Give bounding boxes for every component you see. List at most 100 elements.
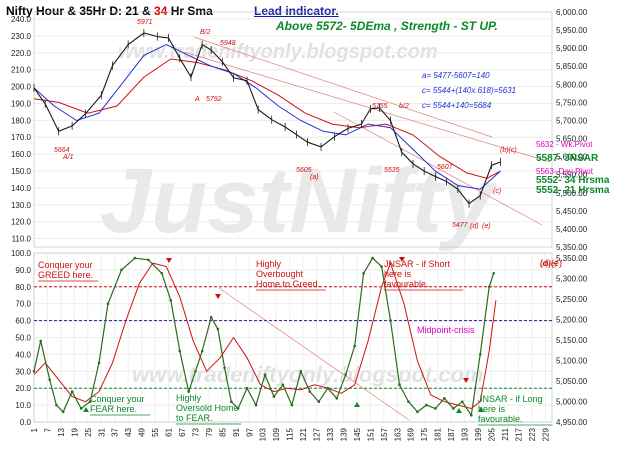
stoch-k-point [326, 386, 330, 390]
price-left-tick: 140.0 [11, 184, 32, 193]
price-left-tick: 190.0 [11, 99, 32, 108]
osc-left-tick: 0.0 [20, 418, 32, 427]
x-tick-label: 229 [541, 427, 550, 441]
stoch-k-point [187, 390, 191, 393]
price-right-tick: 5,900.00 [556, 44, 588, 53]
stoch-k-point [281, 383, 285, 387]
level-label: 5563- Day Pivot [536, 167, 594, 176]
reference-lines [34, 36, 552, 421]
osc-left-tick: 10.0 [15, 401, 31, 410]
stoch-k-point [362, 271, 365, 275]
x-tick-label: 139 [339, 427, 348, 441]
stoch-k-point [178, 349, 182, 353]
wave-label: (d) [470, 223, 479, 230]
wave-label: b/2 [399, 103, 409, 110]
x-tick-label: 49 [138, 427, 147, 436]
wave-label: 5755 [372, 103, 388, 110]
stoch-k-point [335, 397, 339, 400]
x-tick-label: 211 [501, 427, 510, 440]
stoch-k-point [160, 271, 164, 275]
price-left-tick: 130.0 [11, 201, 32, 210]
x-tick-label: 127 [313, 427, 322, 441]
stoch-k-point [263, 373, 267, 376]
stoch-k-point [290, 403, 294, 407]
stoch-k-point [461, 400, 464, 404]
wave-label: (e) [482, 223, 491, 230]
stoch-k-point [425, 403, 428, 407]
x-tick-label: 85 [218, 427, 227, 436]
x-tick-label: 145 [353, 427, 362, 441]
x-tick-label: 223 [528, 427, 537, 441]
price-left-tick: 150.0 [11, 167, 32, 176]
stoch-k-point [254, 403, 258, 407]
price-right-tick: 5,950.00 [556, 26, 588, 35]
x-tick-label: 1 [30, 427, 39, 432]
osc-left-tick: 30.0 [15, 367, 31, 376]
price-trendline [183, 51, 551, 163]
price-left-tick: 220.0 [11, 49, 32, 58]
series-21hr-sma [33, 43, 501, 190]
x-tick-label: 163 [393, 427, 402, 441]
wave-label: 5948 [220, 40, 236, 47]
x-tick-label: 91 [232, 427, 241, 436]
x-tick-label: 97 [245, 427, 254, 436]
oscillator-annotation: Overbought [256, 269, 304, 279]
stoch-k-point [88, 400, 92, 404]
stoch-k-point [216, 327, 220, 331]
stoch-k-point [272, 395, 276, 398]
wave-label: (b)(c) [500, 147, 517, 154]
x-tick-label: 157 [380, 427, 389, 441]
stoch-k-point [55, 403, 58, 407]
stoch-k-point [443, 397, 446, 400]
osc-right-tick: 5,000.00 [556, 398, 588, 407]
x-tick-label: 115 [286, 427, 295, 440]
wave-label: 5607 [437, 164, 454, 171]
x-tick-label: 61 [165, 427, 174, 436]
osc-trendline [218, 287, 410, 421]
oscillator-annotation: FEAR here. [90, 404, 137, 414]
oscillator-annotation: JNSAR - if Short [384, 259, 451, 269]
stoch-k-point [317, 400, 321, 404]
x-tick-label: 133 [326, 427, 335, 441]
osc-left-tick: 40.0 [15, 350, 31, 359]
oscillator-annotation: (d)(e) [540, 258, 562, 268]
series-stoch-d [33, 261, 497, 410]
oscillator-annotation: Oversold Home [176, 403, 239, 413]
strength-note: Above 5572- 5DEma , Strength - ST UP. [276, 19, 498, 33]
price-trendline [333, 111, 543, 226]
x-tick-label: 109 [272, 427, 281, 441]
price-right-tick: 6,000.00 [556, 8, 588, 17]
price-right-tick: 5,500.00 [556, 189, 588, 198]
stoch-k-point [230, 400, 233, 404]
wave-label: 5535 [384, 167, 400, 174]
stoch-k-point [344, 373, 347, 376]
stoch-k-point [32, 370, 36, 373]
stoch-k-point [478, 353, 482, 356]
osc-left-tick: 100.0 [11, 249, 32, 258]
price-left-tick: 240.0 [11, 15, 32, 24]
price-left-tick: 230.0 [11, 32, 32, 41]
level-label: 5632 - Wk.Pivot [536, 140, 593, 149]
osc-left-tick: 70.0 [15, 300, 31, 309]
x-tick-label: 169 [407, 427, 416, 441]
stoch-k-point [120, 268, 123, 272]
price-right-tick: 5,450.00 [556, 207, 588, 216]
x-tick-label: 55 [151, 427, 160, 436]
osc-panel-frame [33, 252, 553, 423]
oscillator-annotation: GREED here. [38, 270, 93, 280]
stoch-k-point [492, 271, 495, 275]
signal-arrow-up [83, 407, 89, 412]
wave-label: A/1 [62, 154, 74, 161]
oscillator-annotation: to FEAR. [176, 413, 213, 423]
osc-left-tick: 20.0 [15, 384, 31, 393]
osc-left-tick: 50.0 [15, 334, 31, 343]
stoch-k-point [353, 344, 356, 348]
stoch-k-point [97, 361, 101, 365]
osc-left-tick: 80.0 [15, 283, 31, 292]
wave-label: (c) [493, 188, 501, 195]
wave-label: 5971 [137, 19, 153, 26]
oscillator-annotation: Highly [176, 393, 202, 403]
signal-arrow-down [215, 294, 221, 299]
wave-label: (d)(e) [540, 261, 557, 268]
